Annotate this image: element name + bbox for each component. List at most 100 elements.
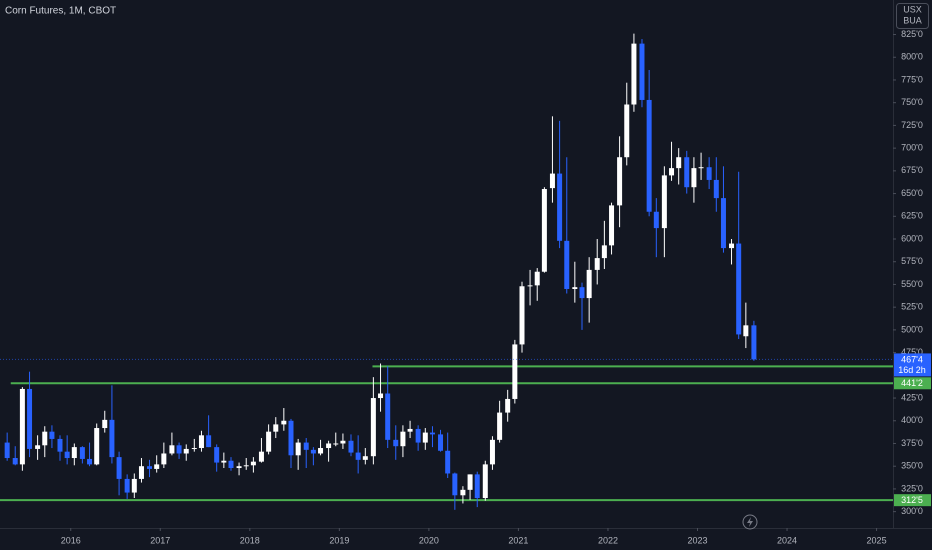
candle-body — [236, 466, 242, 469]
candle-body — [378, 393, 384, 399]
candle-body — [169, 445, 175, 454]
candle-body — [57, 438, 63, 452]
candle-body — [661, 175, 667, 229]
candle-body — [609, 205, 615, 246]
candle-body — [258, 451, 264, 462]
candle-body — [176, 445, 182, 454]
candle-body — [243, 465, 249, 467]
x-tick-label: 2017 — [150, 535, 170, 545]
candle-body — [221, 460, 227, 463]
y-tick-label: 675'0 — [901, 165, 923, 175]
candle-body — [27, 388, 33, 449]
candle-body — [557, 173, 563, 241]
candle-body — [684, 157, 690, 188]
candle-body — [736, 243, 742, 335]
candle-body — [429, 432, 435, 435]
candle-body — [601, 245, 607, 259]
candle-body — [228, 460, 234, 469]
candle-body — [154, 464, 160, 469]
candle-body — [326, 443, 332, 449]
candle-body — [94, 428, 100, 465]
y-tick-label: 550'0 — [901, 279, 923, 289]
candle-body — [348, 440, 354, 453]
candle-body — [474, 474, 480, 499]
y-tick-label: 525'0 — [901, 302, 923, 312]
countdown-label: 16d 2h — [898, 365, 926, 375]
candle-body — [586, 269, 592, 299]
candle-body — [482, 464, 488, 499]
candle-body — [729, 243, 735, 249]
y-tick-label: 425'0 — [901, 392, 923, 402]
candle-body — [147, 466, 153, 469]
candle-body — [698, 167, 704, 169]
candle-body — [438, 434, 444, 451]
candle-body — [102, 419, 108, 429]
event-icon-bolt — [747, 517, 753, 527]
event-icon[interactable] — [742, 514, 758, 530]
candle-body — [617, 157, 623, 206]
candle-body — [624, 104, 630, 158]
candle-body — [653, 211, 659, 229]
candle-body — [318, 448, 324, 454]
y-tick-label: 775'0 — [901, 74, 923, 84]
x-tick-label: 2023 — [687, 535, 707, 545]
level-tag-label: 441'2 — [901, 378, 923, 388]
candle-body — [549, 173, 555, 189]
candle-body — [527, 285, 533, 287]
y-tick-label: 575'0 — [901, 256, 923, 266]
candle-body — [594, 258, 600, 270]
candle-body — [138, 466, 144, 479]
candle-body — [161, 453, 167, 465]
candle-body — [109, 419, 115, 458]
candle-body — [250, 461, 256, 466]
y-tick-label: 800'0 — [901, 52, 923, 62]
y-tick-label: 600'0 — [901, 233, 923, 243]
candle-body — [706, 167, 712, 180]
unit-box[interactable] — [896, 3, 929, 29]
candle-body — [669, 168, 675, 176]
candle-body — [266, 431, 272, 452]
candle-body — [191, 448, 197, 450]
candle-body — [572, 287, 578, 289]
candle-body — [310, 449, 316, 454]
candle-body — [415, 428, 421, 443]
candle-body — [116, 457, 122, 479]
x-tick-label: 2025 — [867, 535, 887, 545]
candle-body — [407, 428, 413, 432]
y-tick-label: 650'0 — [901, 188, 923, 198]
candle-body — [79, 447, 85, 459]
candle-body — [400, 431, 406, 447]
candle-body — [385, 393, 391, 440]
candle-body — [564, 240, 570, 289]
candle-body — [445, 450, 451, 474]
y-tick-label: 300'0 — [901, 506, 923, 516]
candle-body — [460, 489, 466, 496]
candle-body — [288, 420, 294, 456]
candle-body — [198, 435, 204, 449]
candle-body — [751, 325, 757, 360]
candle-body — [49, 431, 55, 439]
y-tick-label: 325'0 — [901, 483, 923, 493]
y-tick-label: 700'0 — [901, 143, 923, 153]
y-tick-label: 500'0 — [901, 324, 923, 334]
candle-body — [303, 442, 309, 450]
candle-body — [579, 287, 585, 299]
y-tick-label: 350'0 — [901, 461, 923, 471]
candle-body — [12, 458, 18, 465]
candle-body — [489, 439, 495, 465]
y-tick-label: 625'0 — [901, 211, 923, 221]
candle-body — [422, 432, 428, 443]
candle-body — [452, 473, 458, 496]
candle-body — [214, 447, 220, 463]
y-tick-label: 375'0 — [901, 438, 923, 448]
y-tick-label: 750'0 — [901, 97, 923, 107]
x-tick-label: 2018 — [240, 535, 260, 545]
candle-body — [720, 198, 726, 249]
x-tick-label: 2022 — [598, 535, 618, 545]
candle-body — [497, 412, 503, 440]
candle-body — [713, 179, 719, 199]
y-tick-label: 825'0 — [901, 29, 923, 39]
candle-body — [519, 286, 525, 345]
